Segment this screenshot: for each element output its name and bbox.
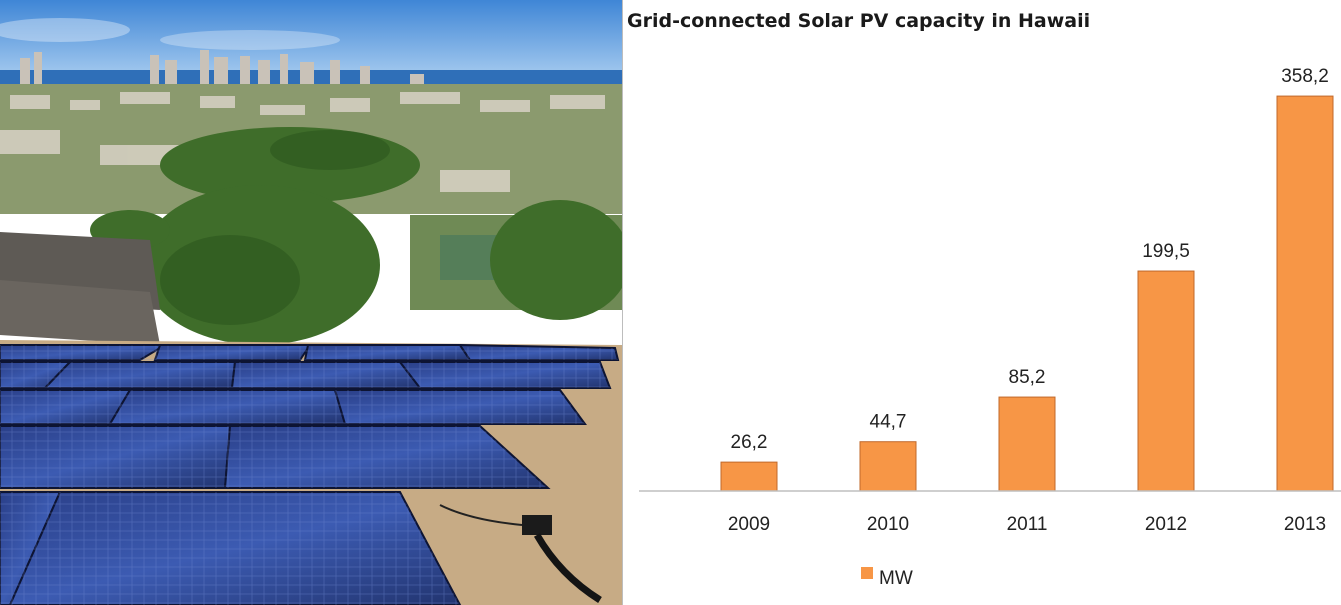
chart-title: Grid-connected Solar PV capacity in Hawa… xyxy=(627,10,1090,32)
bar-2012 xyxy=(1137,270,1195,492)
value-label-2012: 199,5 xyxy=(1142,241,1190,262)
x-tick-label-2012: 2012 xyxy=(1145,514,1187,535)
value-label-2013: 358,2 xyxy=(1281,66,1329,87)
bar-2009 xyxy=(720,461,778,492)
value-label-2010: 44,7 xyxy=(870,412,907,433)
x-tick-label-2011: 2011 xyxy=(1007,514,1048,535)
rooftop-solar-photo xyxy=(0,0,622,605)
value-label-2009: 26,2 xyxy=(731,432,768,453)
legend-swatch-mw xyxy=(861,567,873,579)
chart-panel: Grid-connected Solar PV capacity in Hawa… xyxy=(622,0,1341,605)
x-tick-label-2010: 2010 xyxy=(867,514,909,535)
legend-label-mw: MW xyxy=(879,568,913,589)
x-tick-label-2009: 2009 xyxy=(728,514,770,535)
bar-2010 xyxy=(859,441,917,492)
bar-2013 xyxy=(1276,95,1334,492)
bar-chart: Grid-connected Solar PV capacity in Hawa… xyxy=(627,10,1341,589)
x-tick-label-2013: 2013 xyxy=(1284,514,1326,535)
bar-2011 xyxy=(998,396,1056,492)
value-label-2011: 85,2 xyxy=(1009,367,1046,388)
